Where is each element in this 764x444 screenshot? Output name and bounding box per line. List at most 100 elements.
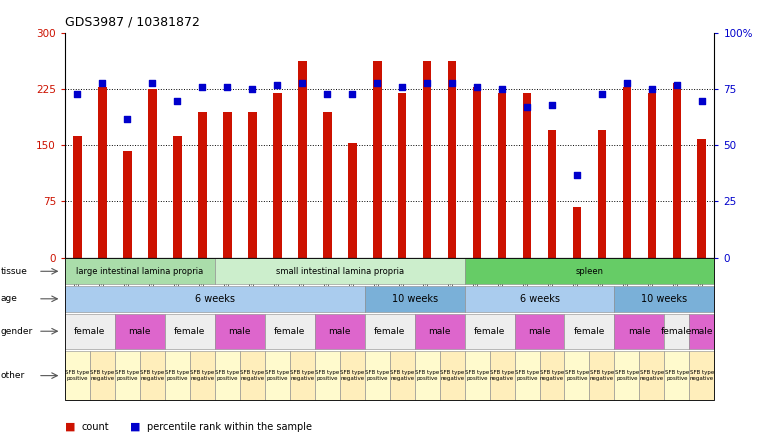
Text: spleen: spleen <box>575 267 604 276</box>
Text: SFB type
positive: SFB type positive <box>365 370 390 381</box>
Bar <box>98 87 107 258</box>
Bar <box>298 61 306 258</box>
Bar <box>648 93 656 258</box>
Text: SFB type
positive: SFB type positive <box>265 370 290 381</box>
Text: SFB type
negative: SFB type negative <box>190 370 215 381</box>
Point <box>321 90 333 97</box>
Text: SFB type
positive: SFB type positive <box>415 370 439 381</box>
Text: age: age <box>1 294 18 303</box>
Point <box>96 79 108 86</box>
Text: SFB type
positive: SFB type positive <box>565 370 589 381</box>
Text: 10 weeks: 10 weeks <box>392 294 438 304</box>
Text: male: male <box>228 327 251 336</box>
Text: male: male <box>128 327 151 336</box>
Text: SFB type
positive: SFB type positive <box>665 370 689 381</box>
Text: SFB type
negative: SFB type negative <box>490 370 514 381</box>
Text: SFB type
negative: SFB type negative <box>590 370 614 381</box>
Text: SFB type
positive: SFB type positive <box>315 370 339 381</box>
Text: count: count <box>82 422 109 432</box>
Text: other: other <box>1 371 25 380</box>
Bar <box>373 61 381 258</box>
Bar <box>148 89 157 258</box>
Bar <box>223 112 231 258</box>
Text: ■: ■ <box>65 422 76 432</box>
Text: 10 weeks: 10 weeks <box>641 294 688 304</box>
Bar <box>473 87 481 258</box>
Bar <box>548 131 556 258</box>
Point <box>421 79 433 86</box>
Text: male: male <box>691 327 713 336</box>
Text: SFB type
positive: SFB type positive <box>615 370 639 381</box>
Bar <box>497 93 507 258</box>
Point <box>621 79 633 86</box>
Point <box>222 83 234 91</box>
Point <box>146 79 158 86</box>
Point <box>696 97 708 104</box>
Text: SFB type
negative: SFB type negative <box>690 370 714 381</box>
Point <box>121 115 134 122</box>
Bar <box>173 136 182 258</box>
Point <box>596 90 608 97</box>
Text: SFB type
positive: SFB type positive <box>515 370 539 381</box>
Text: male: male <box>329 327 351 336</box>
Text: small intestinal lamina propria: small intestinal lamina propria <box>276 267 403 276</box>
Text: SFB type
negative: SFB type negative <box>340 370 364 381</box>
Bar <box>323 112 332 258</box>
Bar <box>73 136 82 258</box>
Point <box>521 104 533 111</box>
Point <box>246 86 258 93</box>
Bar <box>273 93 282 258</box>
Text: female: female <box>574 327 605 336</box>
Text: female: female <box>474 327 505 336</box>
Text: female: female <box>174 327 206 336</box>
Point <box>171 97 183 104</box>
Text: GDS3987 / 10381872: GDS3987 / 10381872 <box>65 16 200 28</box>
Text: 6 weeks: 6 weeks <box>195 294 235 304</box>
Text: SFB type
negative: SFB type negative <box>639 370 664 381</box>
Text: female: female <box>661 327 692 336</box>
Text: SFB type
negative: SFB type negative <box>290 370 314 381</box>
Bar <box>248 112 257 258</box>
Text: male: male <box>429 327 451 336</box>
Text: SFB type
positive: SFB type positive <box>115 370 140 381</box>
Point <box>396 83 408 91</box>
Point <box>671 81 683 88</box>
Bar <box>523 93 532 258</box>
Text: male: male <box>628 327 651 336</box>
Bar <box>123 151 131 258</box>
Bar <box>597 131 607 258</box>
Bar <box>398 93 406 258</box>
Text: SFB type
negative: SFB type negative <box>390 370 414 381</box>
Text: female: female <box>74 327 105 336</box>
Bar <box>572 207 581 258</box>
Text: gender: gender <box>1 327 33 336</box>
Text: male: male <box>528 327 551 336</box>
Point <box>496 86 508 93</box>
Text: percentile rank within the sample: percentile rank within the sample <box>147 422 312 432</box>
Point <box>71 90 83 97</box>
Point <box>196 83 209 91</box>
Text: female: female <box>274 327 306 336</box>
Text: 6 weeks: 6 weeks <box>520 294 559 304</box>
Point <box>646 86 658 93</box>
Bar <box>422 61 432 258</box>
Text: SFB type
negative: SFB type negative <box>141 370 164 381</box>
Text: SFB type
negative: SFB type negative <box>240 370 264 381</box>
Text: SFB type
negative: SFB type negative <box>440 370 465 381</box>
Bar <box>348 143 357 258</box>
Text: SFB type
positive: SFB type positive <box>65 370 89 381</box>
Point <box>446 79 458 86</box>
Text: large intestinal lamina propria: large intestinal lamina propria <box>76 267 203 276</box>
Point <box>471 83 483 91</box>
Text: SFB type
positive: SFB type positive <box>465 370 489 381</box>
Text: tissue: tissue <box>1 267 28 276</box>
Text: SFB type
positive: SFB type positive <box>215 370 239 381</box>
Bar <box>448 61 456 258</box>
Point <box>571 171 583 178</box>
Text: ■: ■ <box>130 422 141 432</box>
Text: SFB type
negative: SFB type negative <box>90 370 115 381</box>
Point <box>371 79 384 86</box>
Text: SFB type
positive: SFB type positive <box>165 370 189 381</box>
Text: SFB type
negative: SFB type negative <box>540 370 564 381</box>
Bar <box>698 139 706 258</box>
